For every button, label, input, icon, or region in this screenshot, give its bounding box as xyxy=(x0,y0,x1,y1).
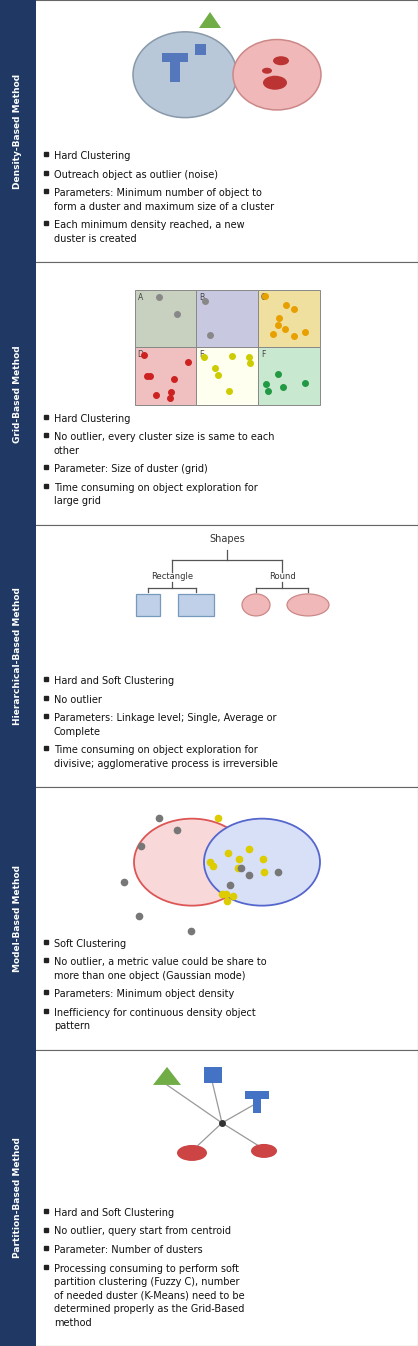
Text: Parameter: Size of duster (grid): Parameter: Size of duster (grid) xyxy=(54,464,208,474)
Bar xyxy=(195,43,206,55)
Text: Outreach object as outlier (noise): Outreach object as outlier (noise) xyxy=(54,170,218,180)
Text: Partition-Based Method: Partition-Based Method xyxy=(13,1137,23,1259)
Text: Each minimum density reached, a new: Each minimum density reached, a new xyxy=(54,221,245,230)
Bar xyxy=(196,289,258,347)
Ellipse shape xyxy=(204,818,320,906)
Text: No outlier, a metric value could be share to: No outlier, a metric value could be shar… xyxy=(54,957,267,968)
Polygon shape xyxy=(199,12,221,28)
Bar xyxy=(0,262,36,525)
Text: No outlier, every cluster size is same to each: No outlier, every cluster size is same t… xyxy=(54,432,275,443)
Text: Parameter: Number of dusters: Parameter: Number of dusters xyxy=(54,1245,203,1254)
Bar xyxy=(0,525,36,787)
Bar xyxy=(135,289,196,347)
Bar xyxy=(245,1092,269,1098)
Text: other: other xyxy=(54,446,80,456)
Text: partition clustering (Fuzzy C), number: partition clustering (Fuzzy C), number xyxy=(54,1277,240,1287)
Bar xyxy=(0,1050,36,1346)
Text: No outlier: No outlier xyxy=(54,695,102,705)
Text: pattern: pattern xyxy=(54,1022,90,1031)
Ellipse shape xyxy=(263,75,287,90)
Text: Complete: Complete xyxy=(54,727,101,736)
Text: Processing consuming to perform soft: Processing consuming to perform soft xyxy=(54,1264,239,1273)
Ellipse shape xyxy=(287,594,329,616)
Text: Soft Clustering: Soft Clustering xyxy=(54,940,126,949)
Bar xyxy=(0,0,418,262)
Text: No outlier, query start from centroid: No outlier, query start from centroid xyxy=(54,1226,231,1237)
Bar xyxy=(136,594,160,616)
Bar xyxy=(170,59,180,82)
Bar xyxy=(258,289,319,347)
Ellipse shape xyxy=(133,32,237,117)
Text: method: method xyxy=(54,1318,92,1327)
Text: Parameters: Linkage level; Single, Average or: Parameters: Linkage level; Single, Avera… xyxy=(54,713,276,723)
Text: A: A xyxy=(138,293,143,302)
Text: Round: Round xyxy=(269,572,296,581)
Bar xyxy=(0,0,36,262)
Text: Hierarchical-Based Method: Hierarchical-Based Method xyxy=(13,587,23,725)
Bar xyxy=(0,787,36,1050)
Ellipse shape xyxy=(177,1145,207,1162)
Text: Time consuming on object exploration for: Time consuming on object exploration for xyxy=(54,746,258,755)
Text: Grid-Based Method: Grid-Based Method xyxy=(13,345,23,443)
Bar xyxy=(178,594,214,616)
Text: duster is created: duster is created xyxy=(54,234,137,244)
Bar xyxy=(196,347,258,405)
Bar xyxy=(204,1067,222,1084)
Text: divisive; agglomerative process is irreversible: divisive; agglomerative process is irrev… xyxy=(54,759,278,769)
Text: more than one object (Gaussian mode): more than one object (Gaussian mode) xyxy=(54,970,245,981)
Text: Model-Based Method: Model-Based Method xyxy=(13,865,23,972)
Text: Rectangle: Rectangle xyxy=(151,572,193,581)
Bar xyxy=(0,787,418,1050)
Ellipse shape xyxy=(262,67,272,74)
Bar xyxy=(258,347,319,405)
Text: Hard Clustering: Hard Clustering xyxy=(54,415,130,424)
Text: F: F xyxy=(261,350,265,359)
Text: E: E xyxy=(199,350,204,359)
Text: Hard Clustering: Hard Clustering xyxy=(54,152,130,162)
Bar xyxy=(0,262,418,525)
Text: Time consuming on object exploration for: Time consuming on object exploration for xyxy=(54,483,258,493)
Text: D: D xyxy=(138,350,143,359)
Bar xyxy=(162,52,188,62)
Ellipse shape xyxy=(251,1144,277,1158)
Text: Density-Based Method: Density-Based Method xyxy=(13,74,23,188)
Bar xyxy=(253,1097,261,1113)
Ellipse shape xyxy=(242,594,270,616)
Text: B: B xyxy=(199,293,204,302)
Text: Shapes: Shapes xyxy=(209,534,245,544)
Bar xyxy=(135,347,196,405)
Text: Inefficiency for continuous density object: Inefficiency for continuous density obje… xyxy=(54,1008,256,1018)
Text: form a duster and maximum size of a cluster: form a duster and maximum size of a clus… xyxy=(54,202,274,211)
Text: C: C xyxy=(261,293,266,302)
Text: of needed duster (K-Means) need to be: of needed duster (K-Means) need to be xyxy=(54,1291,245,1300)
Text: large grid: large grid xyxy=(54,497,101,506)
Text: Parameters: Minimum number of object to: Parameters: Minimum number of object to xyxy=(54,188,262,198)
Bar xyxy=(0,525,418,787)
Text: Hard and Soft Clustering: Hard and Soft Clustering xyxy=(54,1207,174,1218)
Text: Parameters: Minimum object density: Parameters: Minimum object density xyxy=(54,989,234,999)
Text: determined properly as the Grid-Based: determined properly as the Grid-Based xyxy=(54,1304,245,1314)
Ellipse shape xyxy=(273,57,289,65)
Polygon shape xyxy=(153,1067,181,1085)
Bar xyxy=(0,1050,418,1346)
Ellipse shape xyxy=(134,818,250,906)
Text: Hard and Soft Clustering: Hard and Soft Clustering xyxy=(54,677,174,686)
Ellipse shape xyxy=(233,39,321,110)
